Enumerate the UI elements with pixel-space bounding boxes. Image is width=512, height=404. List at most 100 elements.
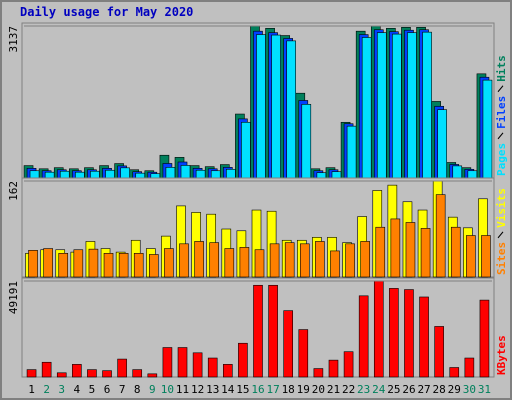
x-tick-label: 11 bbox=[176, 383, 189, 396]
bar bbox=[268, 284, 278, 378]
x-tick-label: 27 bbox=[417, 383, 430, 396]
bar bbox=[165, 167, 176, 179]
x-tick-label: 22 bbox=[342, 383, 355, 396]
legend-separator bbox=[497, 132, 504, 140]
legend-entry: Visits bbox=[495, 188, 508, 228]
x-tick-label: 31 bbox=[478, 383, 491, 396]
x-tick-label: 19 bbox=[297, 383, 310, 396]
bar bbox=[41, 361, 52, 378]
bar bbox=[75, 171, 85, 179]
bar bbox=[224, 248, 235, 278]
bar bbox=[437, 109, 447, 179]
bar bbox=[452, 165, 463, 179]
bar bbox=[238, 342, 248, 378]
x-tick-label: 20 bbox=[312, 383, 325, 396]
bar bbox=[102, 370, 112, 378]
bar bbox=[73, 249, 84, 278]
bar bbox=[254, 249, 265, 278]
x-tick-label: 21 bbox=[327, 383, 340, 396]
bar bbox=[299, 243, 310, 278]
bar bbox=[284, 242, 295, 278]
legend-entry: Files bbox=[495, 96, 508, 129]
x-tick-label: 15 bbox=[236, 383, 249, 396]
bar bbox=[43, 248, 53, 278]
bar bbox=[253, 284, 263, 378]
x-tick-label: 30 bbox=[463, 383, 476, 396]
bar bbox=[150, 173, 161, 179]
bar bbox=[407, 32, 417, 179]
bar bbox=[479, 299, 490, 378]
bar bbox=[434, 326, 444, 378]
bar bbox=[44, 171, 55, 179]
bar bbox=[328, 359, 339, 378]
bar bbox=[404, 289, 414, 378]
bar bbox=[330, 250, 340, 278]
x-tick-label: 1 bbox=[28, 383, 35, 396]
bar bbox=[209, 242, 220, 278]
y-tick-label: 3137 bbox=[7, 26, 20, 53]
bar bbox=[422, 31, 432, 179]
bar bbox=[87, 369, 97, 378]
x-tick-label: 16 bbox=[251, 383, 264, 396]
x-tick-label: 26 bbox=[402, 383, 415, 396]
bar bbox=[301, 104, 312, 179]
bar bbox=[373, 280, 384, 378]
x-tick-label: 6 bbox=[104, 383, 111, 396]
x-tick-label: 7 bbox=[119, 383, 126, 396]
bar bbox=[271, 34, 281, 179]
bar bbox=[390, 218, 401, 278]
y-tick-label: 49191 bbox=[7, 281, 20, 314]
x-tick-label: 24 bbox=[372, 383, 386, 396]
bar bbox=[435, 194, 446, 278]
bar bbox=[29, 170, 40, 179]
bar bbox=[132, 369, 143, 378]
bar bbox=[420, 228, 431, 278]
x-tick-label: 5 bbox=[89, 383, 96, 396]
legend-separator bbox=[497, 231, 504, 239]
bar bbox=[360, 241, 370, 278]
legend-entry: Hits bbox=[495, 55, 508, 82]
bar bbox=[419, 296, 429, 378]
bar bbox=[464, 357, 475, 378]
bar bbox=[466, 235, 476, 278]
bar bbox=[179, 243, 189, 278]
bar bbox=[375, 226, 386, 278]
bar bbox=[256, 34, 266, 179]
bar bbox=[286, 40, 296, 179]
bar bbox=[105, 169, 115, 179]
bar bbox=[450, 226, 461, 278]
legend-entry: Pages bbox=[495, 143, 508, 176]
bar bbox=[345, 243, 355, 278]
bar bbox=[283, 310, 293, 378]
bar bbox=[298, 329, 309, 378]
legend-entry: Sites bbox=[495, 242, 508, 275]
bar bbox=[56, 372, 67, 378]
bar bbox=[147, 373, 158, 378]
bar bbox=[120, 167, 130, 179]
bar bbox=[467, 170, 478, 179]
bar bbox=[449, 367, 460, 378]
x-tick-label: 17 bbox=[266, 383, 279, 396]
bar bbox=[72, 364, 82, 378]
bar bbox=[389, 288, 399, 378]
x-tick-label: 13 bbox=[206, 383, 219, 396]
bar bbox=[313, 368, 324, 378]
bar bbox=[192, 352, 203, 378]
bar bbox=[239, 247, 250, 278]
bar bbox=[133, 252, 144, 278]
x-tick-label: 14 bbox=[221, 383, 235, 396]
bar bbox=[226, 168, 236, 179]
bar bbox=[405, 222, 416, 278]
bar bbox=[26, 369, 37, 378]
x-tick-label: 9 bbox=[149, 383, 156, 396]
x-tick-label: 29 bbox=[448, 383, 461, 396]
bar bbox=[177, 347, 188, 378]
x-tick-label: 28 bbox=[433, 383, 446, 396]
bar bbox=[481, 235, 491, 278]
bar bbox=[28, 250, 38, 278]
bar bbox=[58, 252, 69, 278]
x-tick-label: 8 bbox=[134, 383, 141, 396]
bar bbox=[180, 165, 191, 179]
x-tick-label: 2 bbox=[43, 383, 50, 396]
